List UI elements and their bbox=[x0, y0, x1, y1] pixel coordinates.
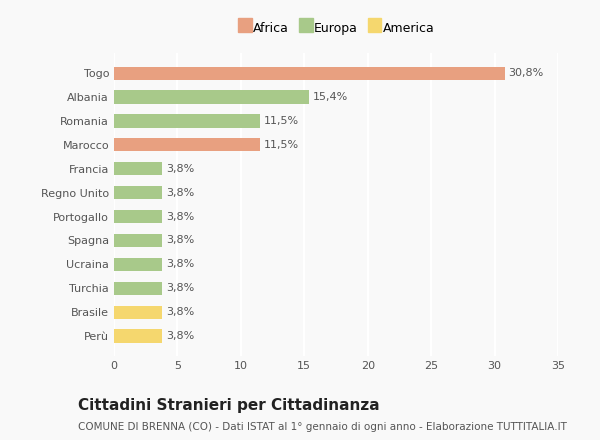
Bar bbox=[114, 210, 162, 223]
Bar bbox=[114, 91, 310, 104]
Text: 3,8%: 3,8% bbox=[166, 164, 194, 174]
Text: 3,8%: 3,8% bbox=[166, 331, 194, 341]
Bar bbox=[114, 330, 162, 343]
Bar bbox=[114, 234, 162, 247]
Text: 3,8%: 3,8% bbox=[166, 187, 194, 198]
Text: 3,8%: 3,8% bbox=[166, 307, 194, 317]
Text: 30,8%: 30,8% bbox=[509, 68, 544, 78]
Text: 11,5%: 11,5% bbox=[263, 116, 299, 126]
Bar bbox=[114, 258, 162, 271]
Text: 3,8%: 3,8% bbox=[166, 235, 194, 246]
Bar bbox=[114, 305, 162, 319]
Bar bbox=[114, 282, 162, 295]
Text: 3,8%: 3,8% bbox=[166, 259, 194, 269]
Text: 15,4%: 15,4% bbox=[313, 92, 349, 102]
Text: Cittadini Stranieri per Cittadinanza: Cittadini Stranieri per Cittadinanza bbox=[78, 398, 380, 413]
Bar bbox=[114, 66, 505, 80]
Text: 11,5%: 11,5% bbox=[263, 140, 299, 150]
Bar bbox=[114, 138, 260, 151]
Bar bbox=[114, 114, 260, 128]
Bar bbox=[114, 186, 162, 199]
Text: COMUNE DI BRENNA (CO) - Dati ISTAT al 1° gennaio di ogni anno - Elaborazione TUT: COMUNE DI BRENNA (CO) - Dati ISTAT al 1°… bbox=[78, 422, 567, 433]
Legend: Africa, Europa, America: Africa, Europa, America bbox=[233, 17, 439, 40]
Text: 3,8%: 3,8% bbox=[166, 283, 194, 293]
Text: 3,8%: 3,8% bbox=[166, 212, 194, 222]
Bar bbox=[114, 162, 162, 175]
